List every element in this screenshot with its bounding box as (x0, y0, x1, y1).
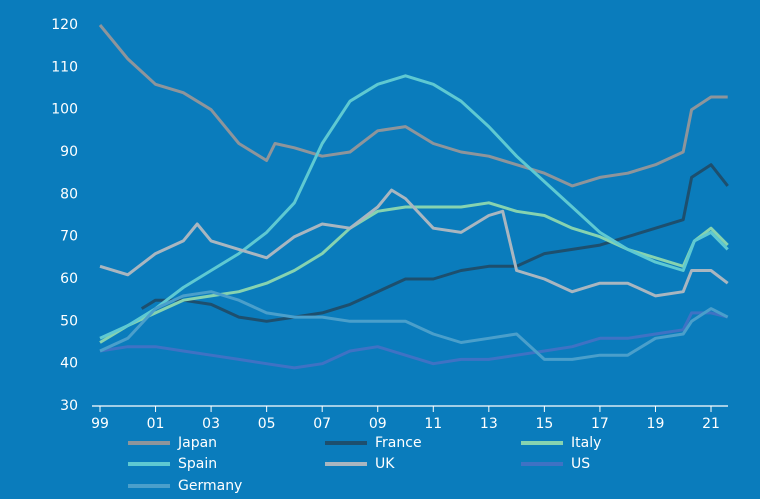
series-line (98, 24, 728, 188)
x-tick-label: 19 (647, 416, 665, 432)
y-tick-label: 60 (60, 271, 78, 287)
y-tick-label: 40 (60, 356, 78, 372)
legend-label: Spain (178, 456, 217, 472)
series-line (99, 188, 729, 298)
x-tick-label: 09 (369, 416, 387, 432)
y-tick-label: 120 (51, 17, 78, 33)
y-tick-label: 100 (51, 102, 78, 118)
legend-label: Italy (571, 435, 601, 451)
x-tick-label: 11 (424, 416, 442, 432)
x-tick-label: 21 (702, 416, 720, 432)
y-tick-label: 110 (51, 59, 78, 75)
series-line (99, 74, 729, 340)
x-tick-label: 99 (91, 416, 109, 432)
x-tick-label: 13 (480, 416, 498, 432)
legend-label: Japan (177, 435, 217, 451)
x-tick-label: 01 (147, 416, 165, 432)
legend-label: UK (375, 456, 395, 472)
y-tick-label: 70 (60, 229, 78, 245)
legend-label: France (375, 435, 422, 451)
series-line (99, 290, 729, 361)
x-tick-label: 15 (535, 416, 553, 432)
series-line (140, 163, 729, 323)
y-tick-label: 50 (60, 313, 78, 329)
y-tick-label: 80 (60, 186, 78, 202)
legend-label: US (571, 456, 590, 472)
y-tick-label: 90 (60, 144, 78, 160)
series-line (99, 311, 729, 370)
x-tick-label: 17 (591, 416, 609, 432)
x-tick-label: 03 (202, 416, 220, 432)
series-line (99, 201, 729, 344)
legend-label: Germany (178, 478, 242, 494)
y-tick-label: 30 (60, 398, 78, 414)
x-tick-label: 05 (258, 416, 276, 432)
x-tick-label: 07 (313, 416, 331, 432)
